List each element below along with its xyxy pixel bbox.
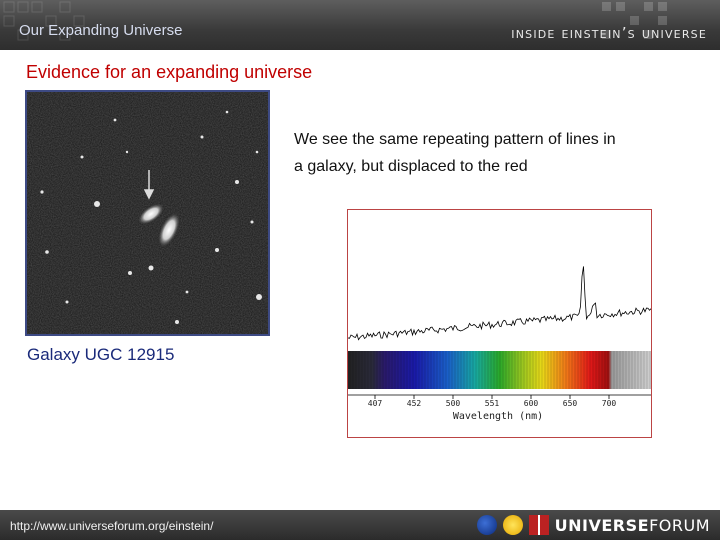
spectrum-tick-label: 700 [602, 399, 617, 408]
spectrum-figure: 407 452 500 551 600 650 700 Wavelength (nm) [347, 209, 652, 438]
spectrum-tick-label: 551 [485, 399, 500, 408]
spectrum-axis-label: Wavelength (nm) [453, 411, 543, 422]
arrow-icon [143, 170, 155, 200]
spectrum-tick-label: 600 [524, 399, 539, 408]
universe-forum-logo: UNIVERSEFORUM [555, 516, 710, 535]
spectrum-tick-label: 407 [368, 399, 383, 408]
sun-logo-icon [502, 515, 523, 535]
galaxy-caption: Galaxy UGC 12915 [27, 345, 175, 364]
nasa-logo-icon [476, 515, 497, 535]
header-title: Our Expanding Universe [19, 22, 183, 39]
spectrum-line [348, 266, 651, 341]
footer-bar: http://www.universeforum.org/einstein/ U… [0, 510, 720, 540]
forum-logo-light: FORUM [649, 515, 710, 535]
spectrum-tick-label: 452 [407, 399, 422, 408]
forum-logo-bold: UNIVERSE [554, 515, 650, 535]
slide-title: Evidence for an expanding universe [26, 62, 313, 82]
spectrum-tick-label: 500 [446, 399, 461, 408]
footer-logos: UNIVERSEFORUM [476, 514, 710, 536]
galaxy-photo [25, 90, 270, 336]
spectrum-tick-label: 650 [563, 399, 578, 408]
header-brand-logo: inside einstein’s universe [511, 24, 707, 42]
header-bar: Our Expanding Universe inside einstein’s… [0, 0, 720, 50]
description-line-1: We see the same repeating pattern of lin… [294, 131, 616, 148]
spectrum-bar-stripes [349, 351, 651, 389]
decorative-grid-left [3, 1, 85, 41]
spectrum-ticks: 407 452 500 551 600 650 700 [368, 395, 617, 408]
galaxy-pair [137, 202, 181, 249]
description-line-2: a galaxy, but displaced to the red [294, 158, 528, 175]
spectrum-color-bar [348, 351, 651, 389]
decorative-grid-right [602, 2, 667, 39]
stars [40, 110, 262, 324]
footer-url: http://www.universeforum.org/einstein/ [10, 519, 214, 533]
shield-logo-icon [528, 515, 549, 535]
